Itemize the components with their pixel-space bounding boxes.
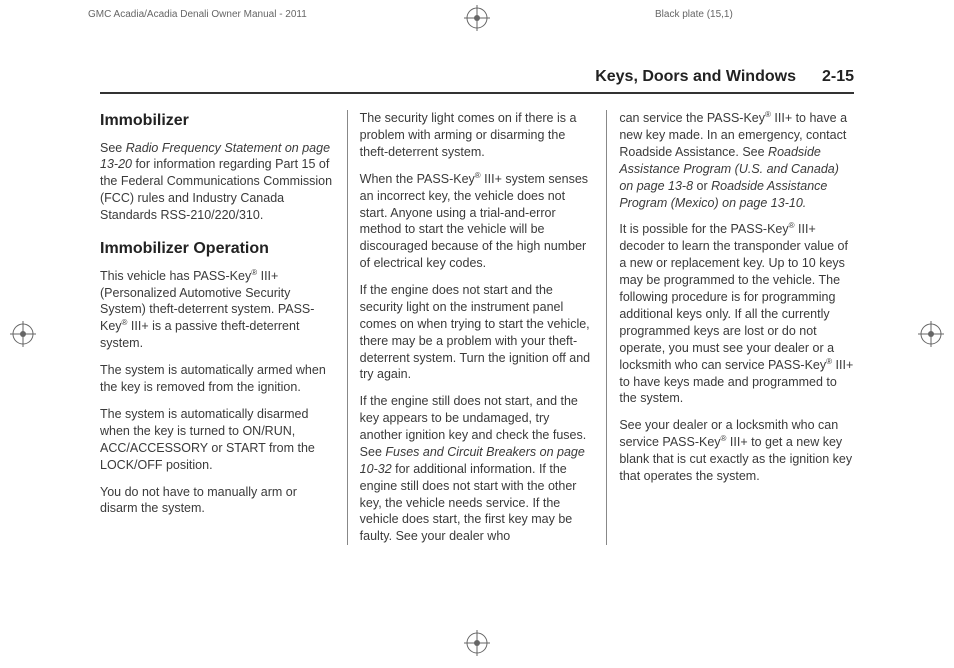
para: You do not have to manually arm or disar… <box>100 484 335 518</box>
page-content: Keys, Doors and Windows 2-15 Immobilizer… <box>100 68 854 545</box>
crop-mark-bottom-icon <box>464 630 490 656</box>
crop-mark-top-icon <box>464 5 490 31</box>
heading-immobilizer: Immobilizer <box>100 110 335 132</box>
section-header: Keys, Doors and Windows 2-15 <box>100 68 854 94</box>
para: It is possible for the PASS-Key® III+ de… <box>619 221 854 407</box>
section-title: Keys, Doors and Windows <box>595 68 796 86</box>
crop-mark-left-icon <box>10 321 36 347</box>
para: When the PASS-Key® III+ system senses an… <box>360 171 595 272</box>
text-columns: Immobilizer See Radio Frequency Statemen… <box>100 110 854 545</box>
para: The security light comes on if there is … <box>360 110 595 161</box>
para: can service the PASS-Key® III+ to have a… <box>619 110 854 211</box>
plate-info: Black plate (15,1) <box>655 9 733 20</box>
section-number: 2-15 <box>822 68 854 86</box>
column-2: The security light comes on if there is … <box>348 110 608 545</box>
para: If the engine still does not start, and … <box>360 393 595 545</box>
para: The system is automatically disarmed whe… <box>100 406 335 474</box>
manual-title: GMC Acadia/Acadia Denali Owner Manual - … <box>88 9 307 20</box>
crop-mark-right-icon <box>918 321 944 347</box>
para: The system is automatically armed when t… <box>100 362 335 396</box>
para: See your dealer or a locksmith who can s… <box>619 417 854 485</box>
column-3: can service the PASS-Key® III+ to have a… <box>607 110 854 545</box>
column-1: Immobilizer See Radio Frequency Statemen… <box>100 110 348 545</box>
para: If the engine does not start and the sec… <box>360 282 595 383</box>
heading-immobilizer-operation: Immobilizer Operation <box>100 238 335 260</box>
para: See Radio Frequency Statement on page 13… <box>100 140 335 224</box>
para: This vehicle has PASS-Key® III+ (Persona… <box>100 268 335 353</box>
